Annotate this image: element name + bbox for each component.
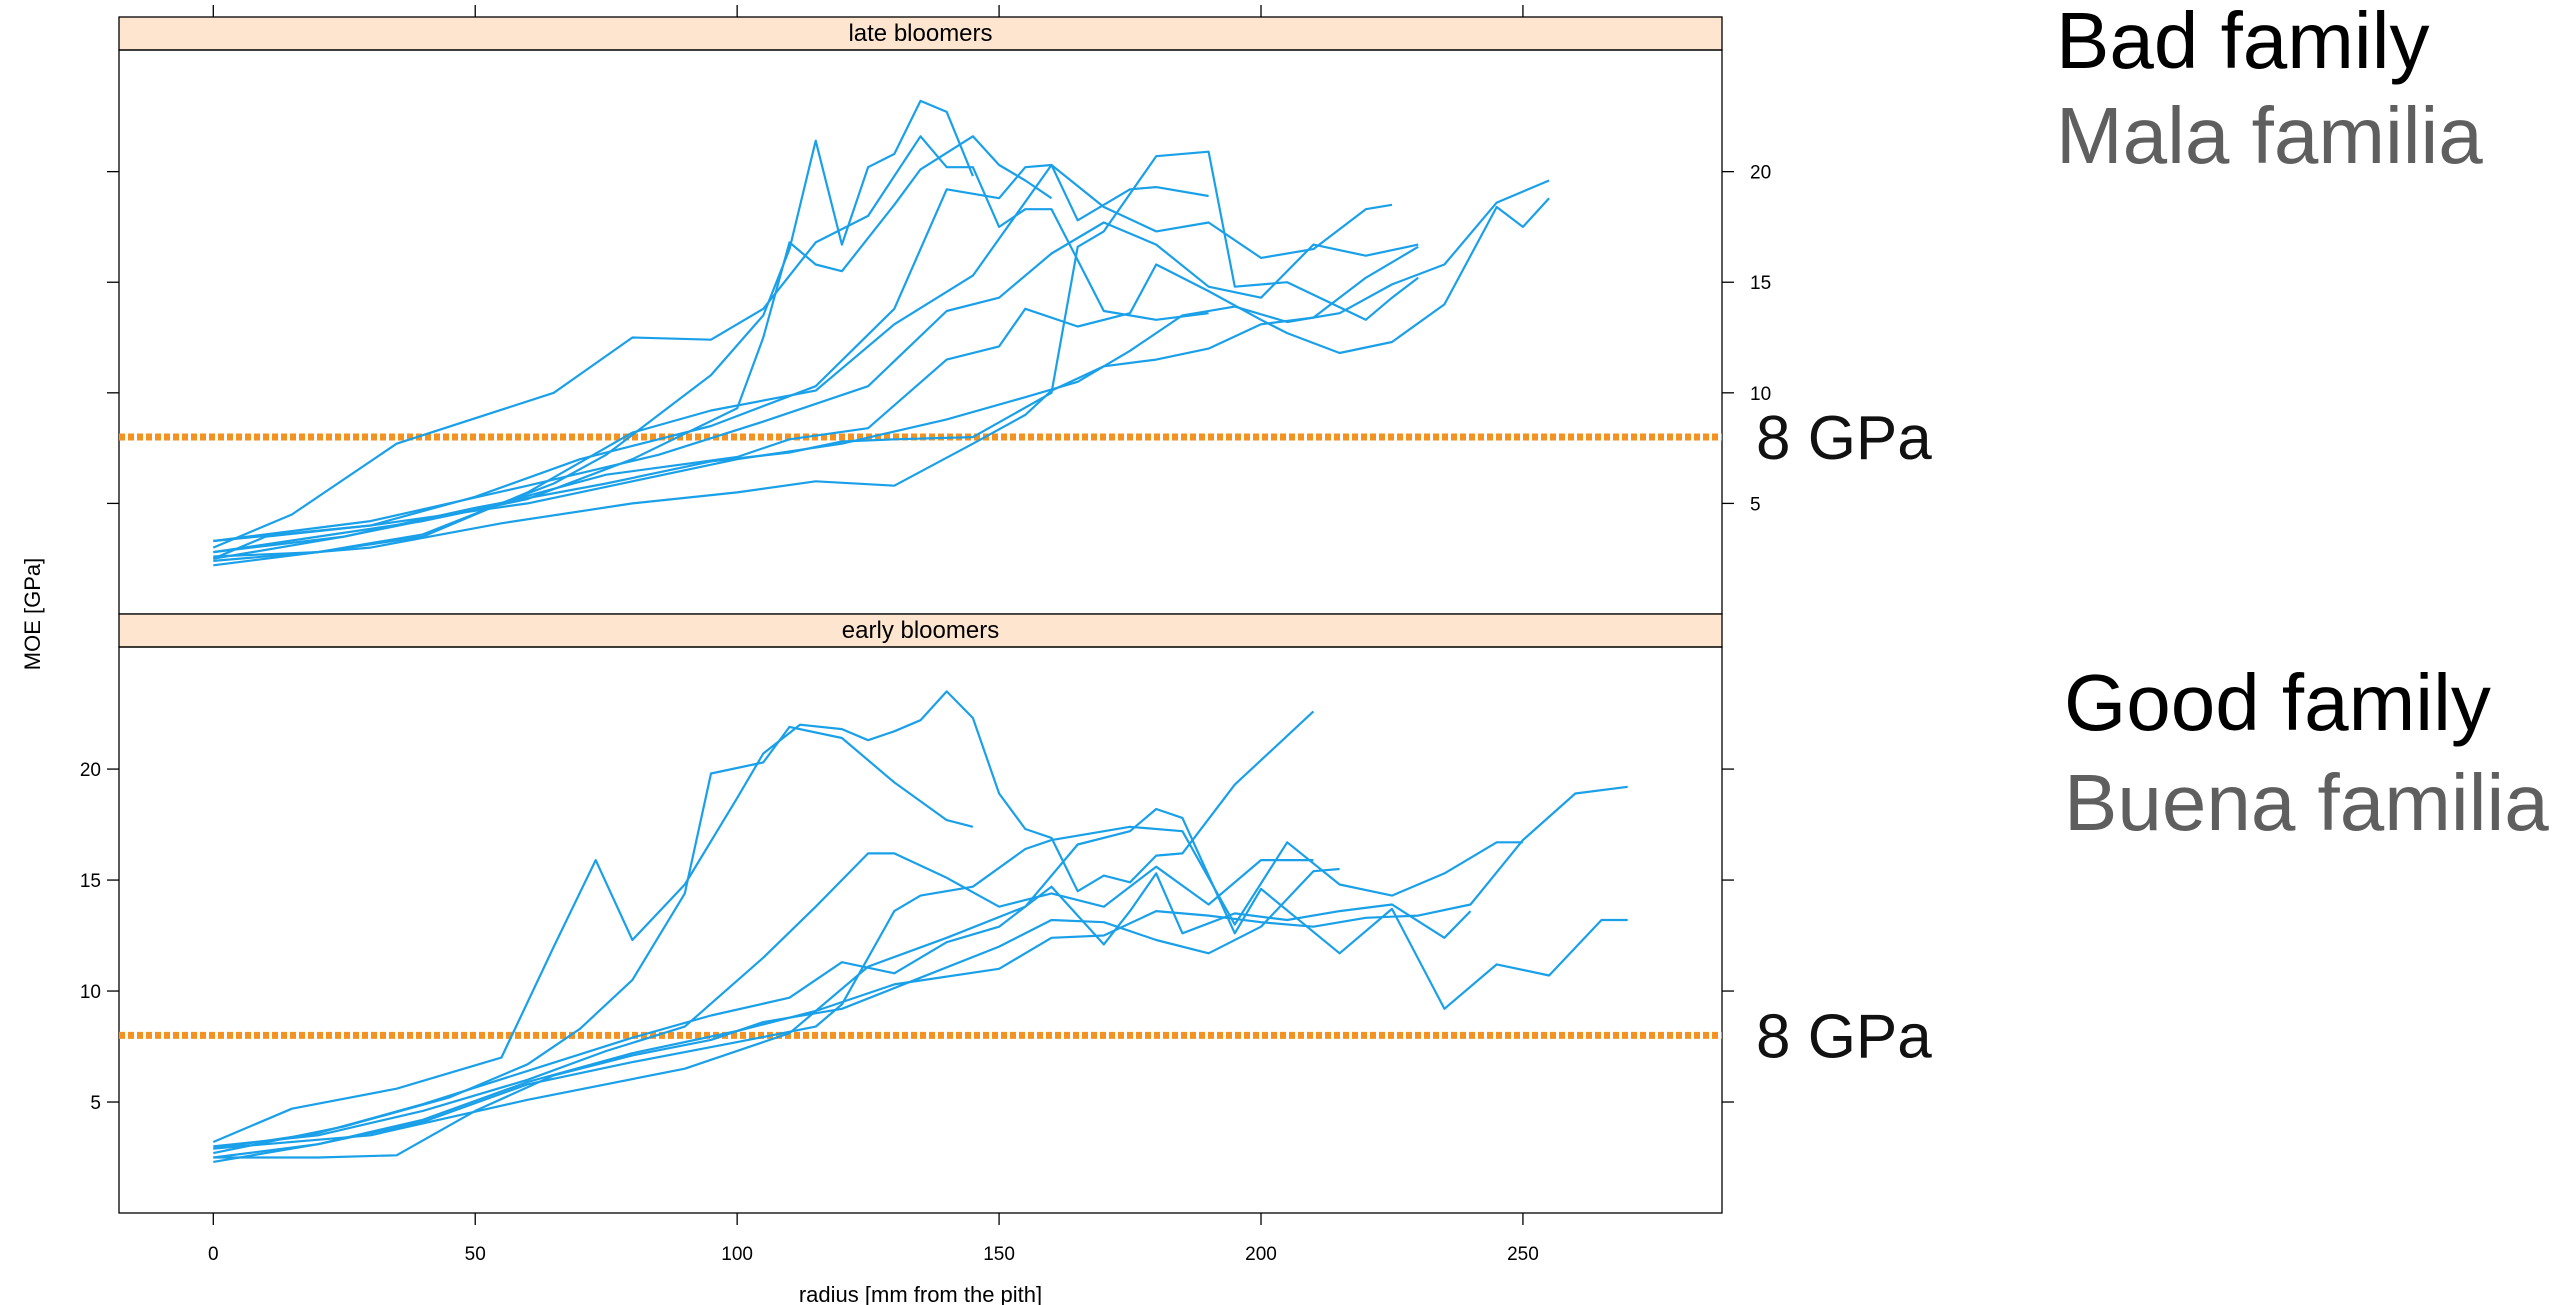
series-line-8 [213,197,1550,560]
y-tick-label: 15 [80,871,101,892]
panel-strip [118,16,1723,51]
series-line-4 [213,825,1523,1159]
panel-early-bloomers: early bloomers 5 10 15 20 8 GPa Good family Bue… [80,613,2549,1214]
series-line-4 [212,163,1209,560]
panel-late-bloomers: late bloomers 5 10 15 20 8 GPa Bad familyMala … [107,0,2483,615]
reference-line-label: 8 GPa [1756,1002,1932,1071]
series-line-6 [213,807,1628,1150]
panel-strip-label: late bloomers [848,20,992,47]
series-line-3 [213,99,974,558]
y-tick-label: 5 [90,1093,101,1114]
series-line-7 [213,785,1628,1163]
series-line-1 [212,135,1209,549]
series-line-6 [213,221,1419,543]
y-tick-label: 15 [1750,273,1771,294]
series-line-2 [213,135,1053,554]
x-tick-label: 200 [1245,1244,1277,1265]
y-tick-label: 5 [1750,494,1761,515]
series-line-2 [213,725,974,1155]
x-axis-label: radius [mm from the pith] [799,1282,1042,1305]
panel-frame [118,646,1723,1214]
series-line-9 [213,245,1419,562]
y-axis-label: MOE [GPa] [20,558,45,670]
series-line-5 [213,163,1393,567]
y-tick-label: 20 [1750,163,1771,184]
family-note-translation: Mala familia [2056,91,2483,180]
series-line-7 [213,150,1419,554]
family-note: Bad family [2056,0,2429,85]
x-tick-label: 150 [983,1244,1015,1265]
x-axis: 0 50 100 150 200 250 [208,5,1539,1265]
x-tick-label: 100 [721,1244,753,1265]
series-line-10 [213,179,1550,543]
family-note: Good family [2064,658,2491,747]
x-tick-label: 0 [208,1244,219,1265]
y-tick-label: 10 [1750,384,1771,405]
series-line-3 [213,852,1314,1148]
series-line-8 [213,867,1340,1159]
panel-strip-label: early bloomers [842,617,999,644]
series-line-1 [212,690,1315,1144]
family-note-translation: Buena familia [2064,758,2549,847]
x-tick-label: 250 [1507,1244,1539,1265]
panels: late bloomers 5 10 15 20 8 GPa Bad familyMala … [80,0,2549,1265]
y-tick-label: 10 [80,982,101,1003]
reference-line-label: 8 GPa [1756,404,1932,473]
series-line-5 [213,872,1472,1150]
y-tick-label: 20 [80,760,101,781]
x-tick-label: 50 [465,1244,486,1265]
